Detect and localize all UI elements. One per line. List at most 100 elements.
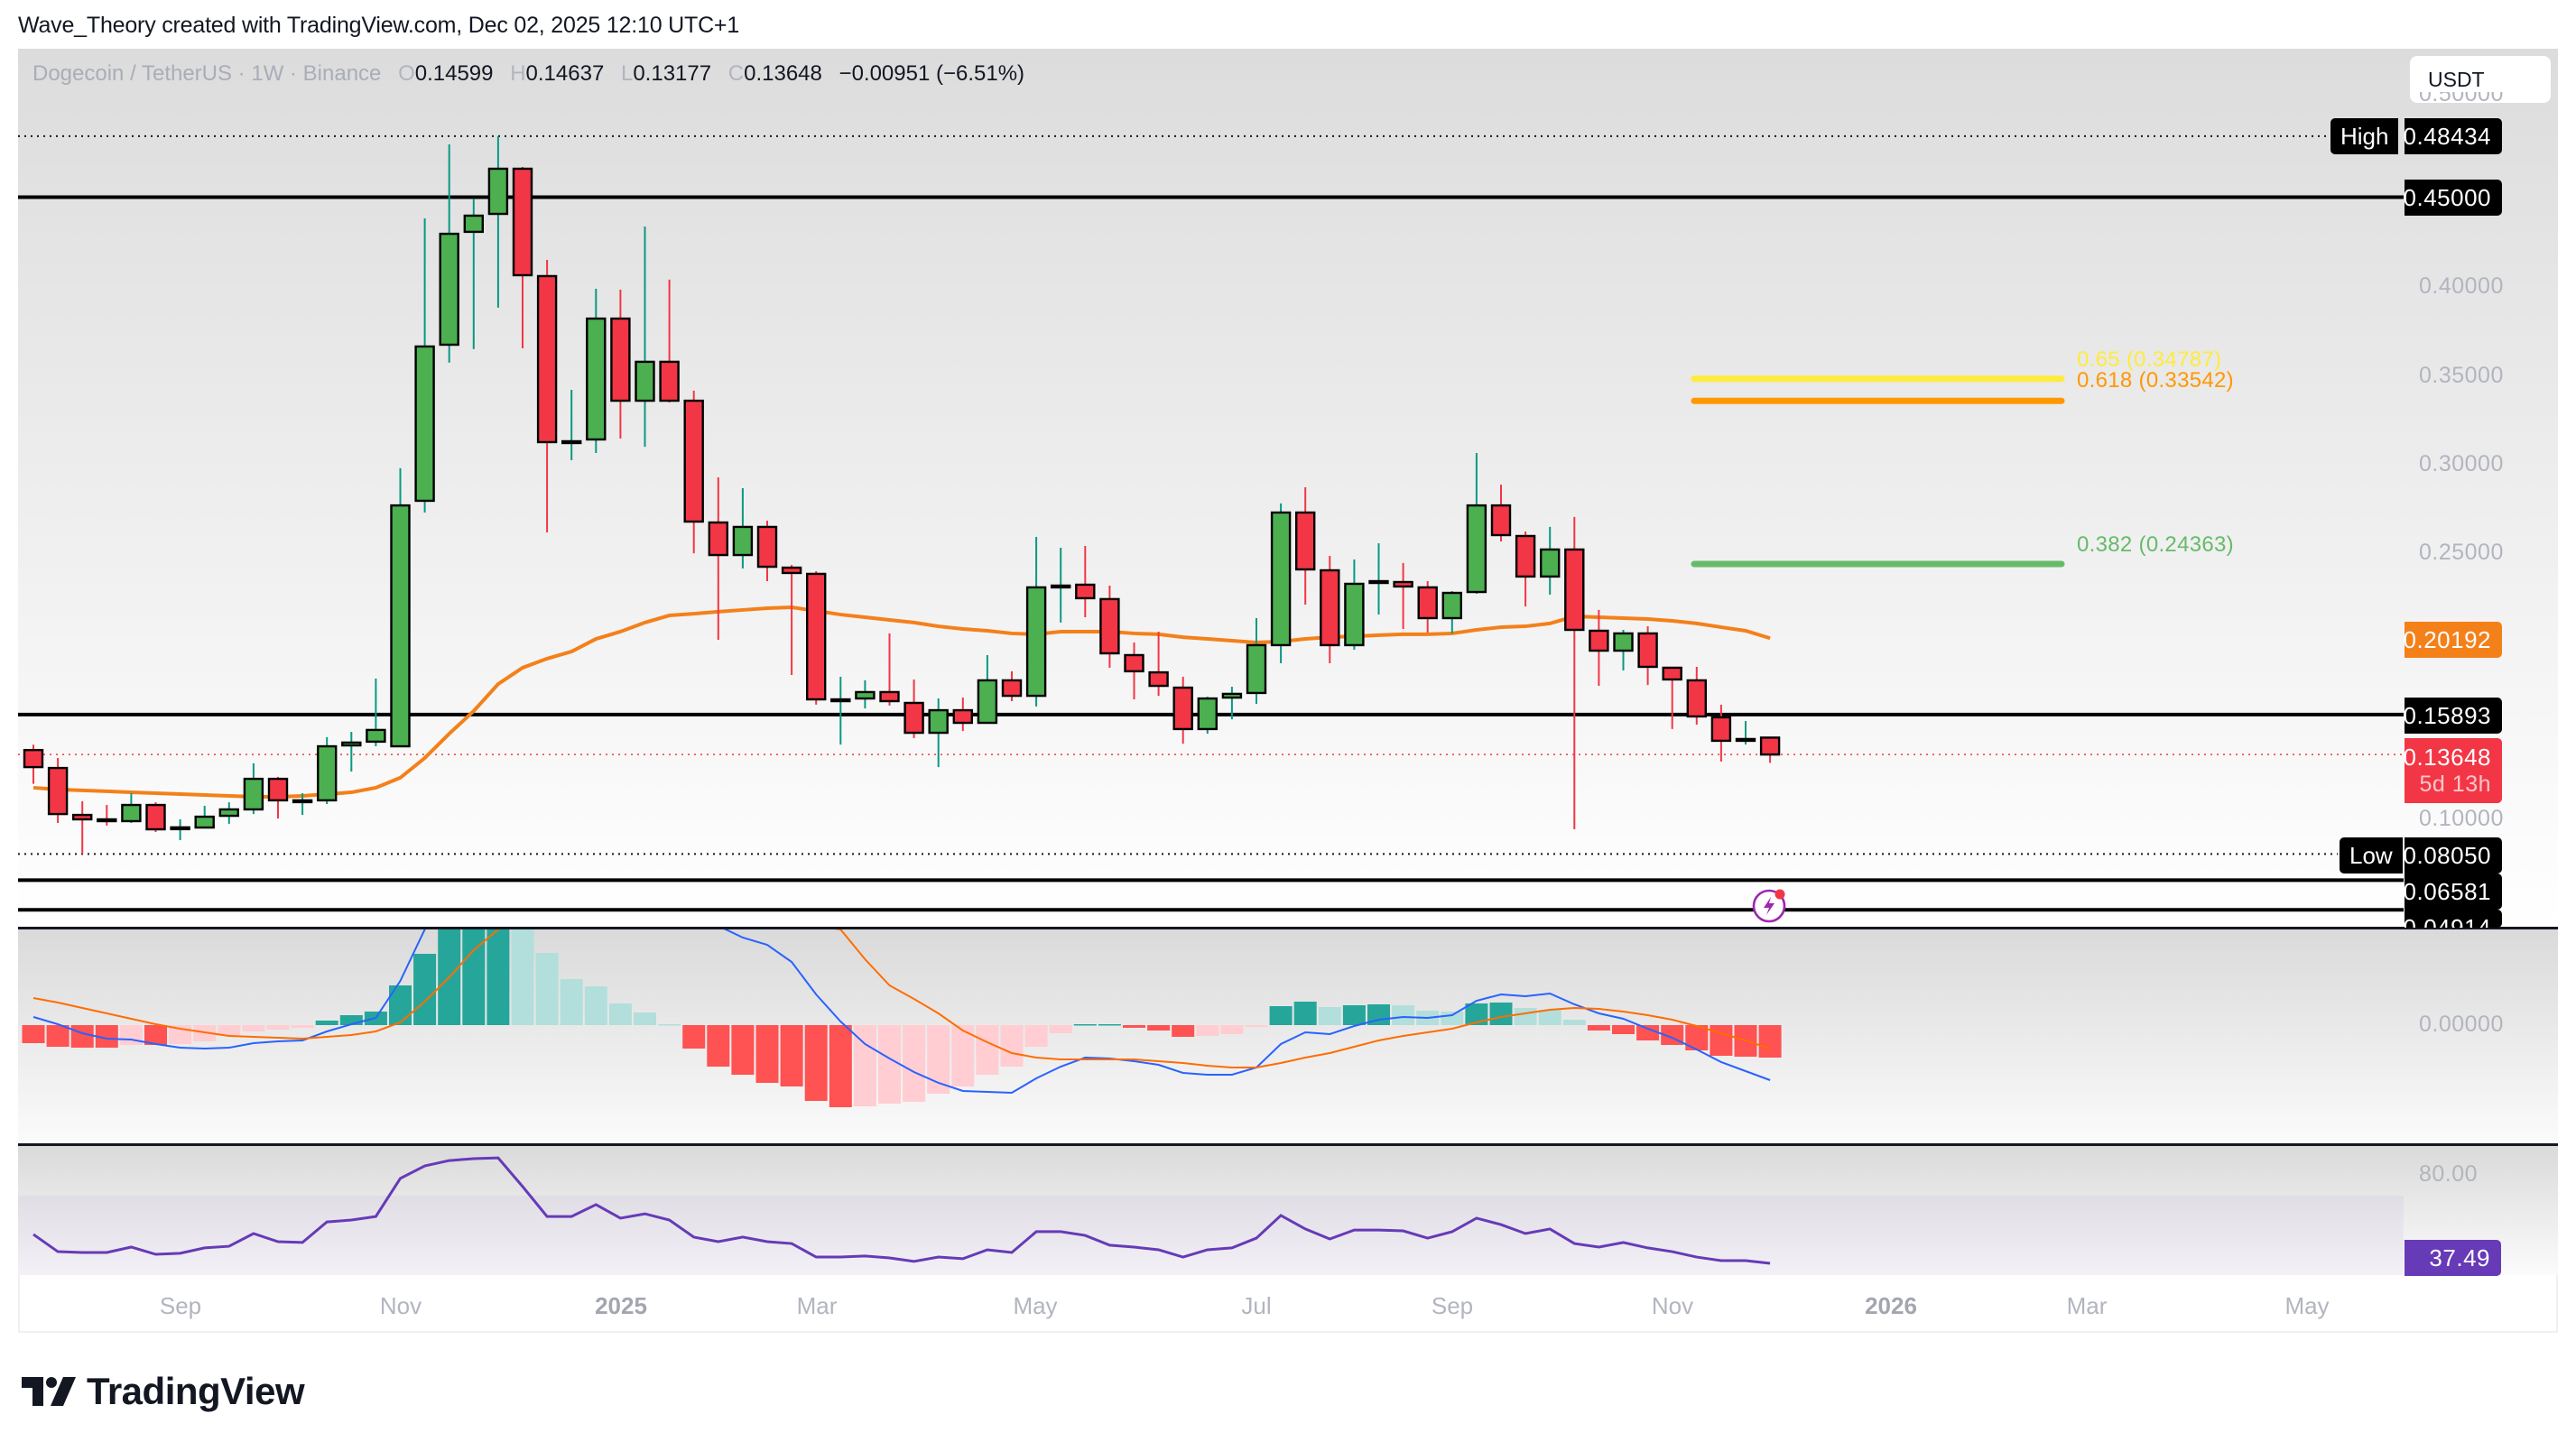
candle-body [23,748,44,769]
time-axis-label: Nov [379,1292,422,1319]
candle-body [1075,583,1096,600]
macd-histogram-bar [903,1025,926,1102]
candle-body [1270,511,1292,647]
macd-histogram-bar [951,1025,975,1086]
fib-label-0618: 0.618 (0.33542) [2077,368,2234,393]
candle-body [1368,579,1389,585]
macd-histogram-bar [242,1025,265,1031]
time-axis-label: 2025 [595,1292,647,1319]
high-key: H [510,61,526,86]
candle-body [1466,504,1487,594]
candle-body [586,317,607,441]
price-tick: 0.10000 [2419,806,2504,831]
macd-histogram-bar [462,929,486,1025]
macd-histogram-bar [878,1025,901,1104]
candle-body [1417,586,1438,620]
tradingview-logo[interactable]: TradingView [22,1370,305,1413]
currency-button[interactable]: USDT [2410,56,2551,103]
macd-histogram-bar [1000,1025,1024,1067]
time-axis-label: Mar [796,1292,838,1319]
lightning-alert-icon[interactable] [1751,887,1787,923]
candle-body [390,504,411,748]
candle-body [414,345,435,503]
candle-body [366,728,386,744]
macd-histogram-bar [70,1025,94,1048]
macd-histogram-bar [829,1025,852,1107]
time-axis-label: May [1013,1292,1058,1319]
candle-body [218,808,240,818]
candle-body [512,167,533,277]
macd-histogram-bar [1392,1005,1415,1025]
macd-histogram-bar [853,1025,876,1106]
candle-body [1686,679,1708,718]
pane-separator [18,1143,2558,1146]
time-axis-label: Jul [1241,1292,1272,1319]
macd-histogram-bar [1172,1025,1195,1037]
price-tick-partial: 0.50000 [2419,92,2504,105]
symbol-title[interactable]: Dogecoin / TetherUS · 1W · Binance [32,61,382,86]
candle-body [121,803,142,823]
candle-body [855,690,876,700]
macd-histogram-bar [1098,1024,1121,1026]
level-tag-004914-text: 0.04914 [2405,914,2491,928]
candle-body [1050,584,1071,589]
candle-body [1001,679,1023,698]
macd-histogram-bar [804,1025,828,1101]
macd-histogram-bar [608,1003,632,1025]
rsi-value-tag: 37.49 [2405,1240,2501,1276]
candle-body [1172,686,1193,731]
candle-body [977,679,998,725]
price-tick: 0.30000 [2419,451,2504,476]
last-price-value: 0.13648 [2403,744,2491,771]
candle-body [194,815,215,829]
pane-separator [18,927,2558,929]
macd-histogram-bar [976,1025,999,1075]
time-axis-label: Sep [159,1292,202,1319]
candle-body [487,167,509,216]
candle-body [1490,504,1512,537]
macd-histogram-bar [560,979,583,1025]
level-tag-015893: 0.15893 [2404,698,2502,734]
candle-body [1294,511,1316,571]
candle-body [1589,629,1609,652]
low-value: 0.13177 [633,61,712,86]
candle-body [1025,586,1047,698]
candle-body [439,232,459,347]
last-price-tag: 0.13648 5d 13h [2403,738,2502,803]
ma-value-tag: 0.20192 [2404,622,2502,658]
candle-body [1564,548,1585,632]
candle-body [267,777,289,802]
candle-body [756,525,778,568]
time-axis-label: Sep [1431,1292,1474,1319]
macd-histogram-bar [780,1025,803,1086]
macd-histogram-bar [1587,1025,1610,1031]
macd-histogram-bar [1024,1025,1048,1047]
macd-histogram-bar [707,1025,730,1067]
open-value: 0.14599 [414,61,494,86]
level-tag-045: 0.45000 [2404,180,2502,216]
macd-histogram-bar [731,1025,755,1075]
macd-histogram-bar [486,929,510,1025]
low-key: L [620,61,634,86]
candle-body [1735,737,1756,743]
macd-histogram-bar [438,929,461,1025]
tradingview-logo-text: TradingView [87,1370,305,1412]
macd-histogram-bar [1269,1006,1293,1025]
candle-body [1320,568,1340,647]
price-plot [18,134,2404,912]
candle-body [732,525,754,557]
macd-histogram-bar [1342,1005,1366,1025]
level-tag-006581: 0.06581 [2404,874,2502,910]
candle-body [1759,736,1781,756]
candle-body [561,439,582,445]
macd-histogram-bar [218,1025,241,1036]
macd-plot [22,929,1782,1107]
macd-histogram-bar [535,953,559,1025]
chart-attribution: Wave_Theory created with TradingView.com… [18,13,740,38]
candle-body [635,360,655,402]
high-name-tag: High [2330,118,2399,154]
candle-body [97,818,117,823]
time-axis-label: 2026 [1865,1292,1917,1319]
macd-histogram-bar [119,1025,143,1045]
